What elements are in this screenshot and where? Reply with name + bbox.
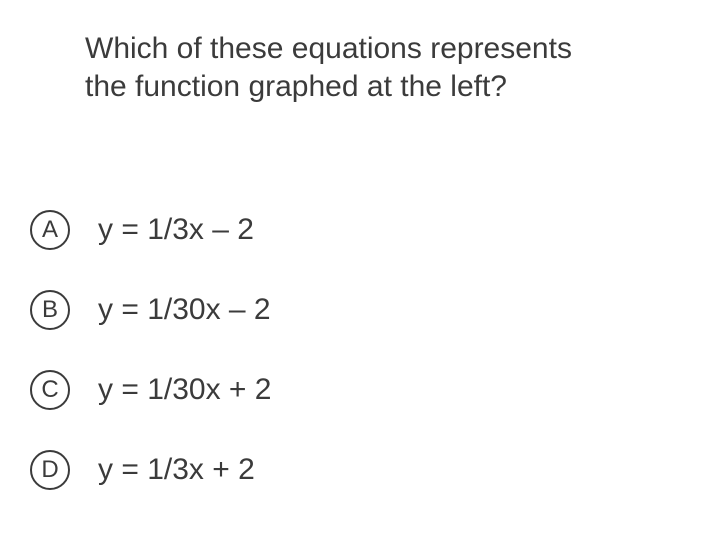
choice-b[interactable]: B y = 1/30x – 2 [30,270,630,350]
question-text: Which of these equations represents the … [85,30,615,105]
choice-letter-a: A [42,216,58,244]
choice-letter-b: B [42,296,58,324]
choice-text-c: y = 1/30x + 2 [98,373,271,407]
choice-bubble-a[interactable]: A [30,210,70,250]
choice-bubble-b[interactable]: B [30,290,70,330]
choice-letter-d: D [41,456,58,484]
choice-letter-c: C [41,376,58,404]
choice-text-a: y = 1/3x – 2 [98,213,254,247]
question-page: Which of these equations represents the … [0,0,720,540]
choice-bubble-c[interactable]: C [30,370,70,410]
choice-a[interactable]: A y = 1/3x – 2 [30,190,630,270]
choice-text-b: y = 1/30x – 2 [98,293,271,327]
choice-text-d: y = 1/3x + 2 [98,453,255,487]
choice-d[interactable]: D y = 1/3x + 2 [30,430,630,510]
choice-c[interactable]: C y = 1/30x + 2 [30,350,630,430]
choice-bubble-d[interactable]: D [30,450,70,490]
answer-choices: A y = 1/3x – 2 B y = 1/30x – 2 C y = 1/3… [30,190,630,510]
